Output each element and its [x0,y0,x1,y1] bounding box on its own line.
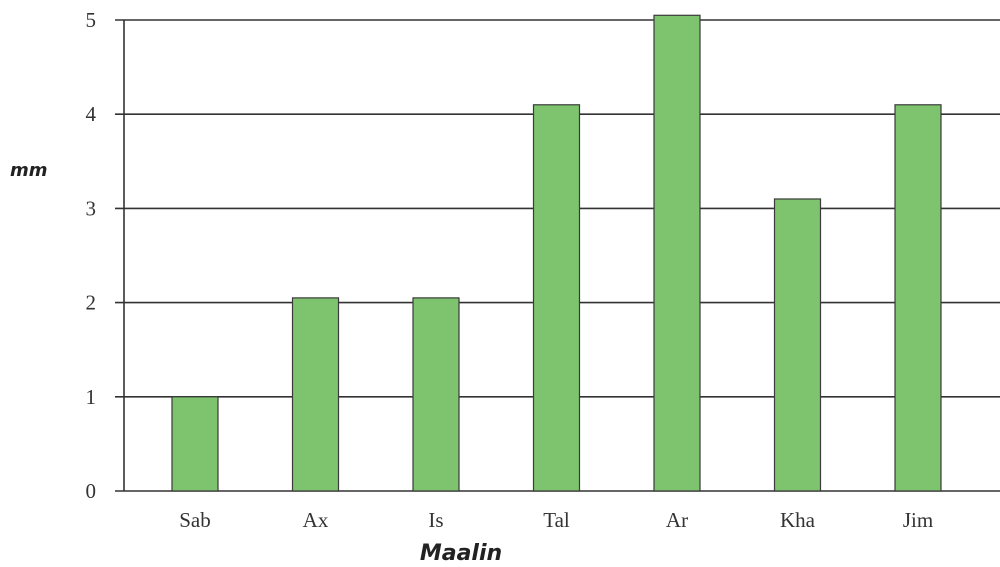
y-tick-label: 4 [86,102,97,126]
bar-is [412,297,460,492]
y-tick-label: 3 [86,196,97,220]
y-tick-label: 5 [86,8,97,32]
bar-tal [532,104,581,492]
x-tick-label: Jim [903,508,933,532]
x-tick-label: Sab [179,508,211,532]
x-tick-label: Ar [666,508,688,532]
bars [171,14,942,492]
x-tick-label: Kha [780,508,816,532]
x-tick-label: Tal [543,508,570,532]
y-tick-label: 1 [86,385,97,409]
x-axis-label: Maalin [420,541,502,566]
bar-jim [894,104,942,492]
x-tick-label: Ax [303,508,329,532]
y-tick-label: 0 [86,479,97,503]
x-tick-label: Is [428,508,443,532]
bar-ax [291,297,340,492]
bar-kha [773,198,822,492]
bar-sab [171,396,219,492]
y-tick-label: 2 [86,291,97,315]
x-tick-labels: Sab Ax Is Tal Ar Kha Jim [179,508,933,532]
bar-ar [653,14,701,492]
y-tick-labels: 0 1 2 3 4 5 [86,8,97,503]
y-axis-label: mm [10,160,48,181]
